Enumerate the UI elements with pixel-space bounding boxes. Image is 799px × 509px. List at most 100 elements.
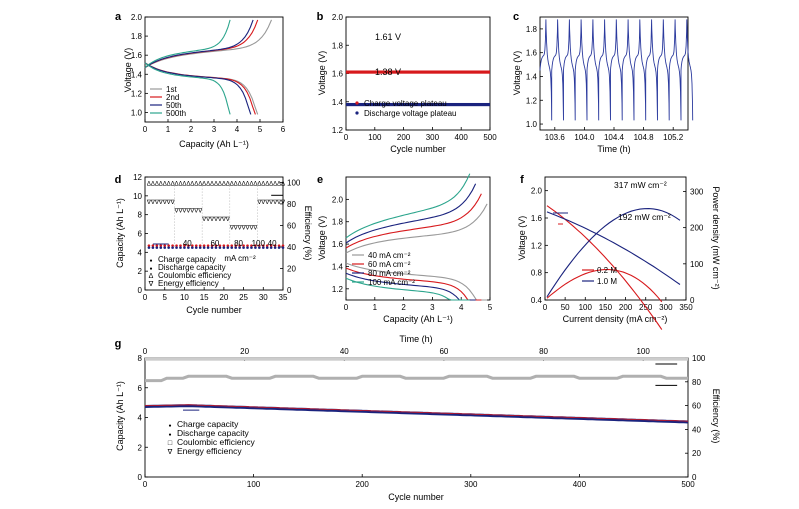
panel-d-discharge-point [171,246,174,249]
panel-d-energy-point: ∇ [162,199,168,206]
panel-d-charge-point [242,244,245,247]
panel-e-discharge-line-1 [345,267,482,301]
panel-d-rate-label: 100 [252,239,266,248]
panel-f-y2label: Power density (mW cm⁻²) [711,186,721,289]
panel-d-legend-label: Energy efficiency [158,279,219,288]
panel-d-discharge-point [206,246,210,249]
panel-d-energy-point: ∇ [245,225,251,232]
panel-d-discharge-point [281,246,285,249]
panel-d-energy-point: ∇ [174,207,180,214]
panel-d-discharge-point [159,246,163,249]
panel-d-charge-point [198,244,202,247]
panel-d-energy-point: ∇ [177,207,183,214]
panel-f-ann-blue: 317 mW cm⁻² [614,180,667,190]
panel-d-energy-point: ∇ [241,225,247,232]
panel-a-x-tick-label: 5 [258,125,263,134]
panel-c-y-tick-label: 1.6 [526,49,538,58]
panel-b-legend-marker [355,101,359,105]
panel-d-coulombic-point: Δ [277,181,281,187]
panel-d-coulombic-point: Δ [238,181,242,187]
panel-d-coulombic-point: Δ [155,181,159,187]
panel-d-charge-point [250,244,253,247]
panel-b-discharge-points [346,102,490,107]
panel-d-charge-point [273,244,277,247]
panel-d-y2-tick-label: 0 [287,286,292,295]
panel-b-x-tick-label: 200 [397,133,411,142]
panel-b-y-tick-label: 2.0 [332,13,344,22]
panel-a-x-tick-label: 4 [235,125,240,134]
panel-d-legend-marker: Δ [149,273,154,280]
panel-g-ylabel: Capacity (Ah L⁻¹) [115,381,125,451]
panel-d-coulombic-point: Δ [269,181,273,187]
panel-d-energy-point: ∇ [154,199,160,206]
panel-a-charge-line-0 [144,19,273,69]
panel-e-discharge-line-0 [345,262,488,301]
panel-d-coulombic-point: Δ [186,181,190,187]
panel-d-charge-point [258,244,261,247]
panel-b-legend-label: Charge voltage plateau [364,99,447,108]
panel-a-y-tick-label: 1.8 [131,32,143,41]
panel-d-discharge-point [179,246,182,249]
panel-e-xlabel: Capacity (Ah L⁻¹) [383,314,453,324]
panel-a-discharge-line-2 [144,62,252,115]
panel-f-ylabel: Voltage (V) [517,216,527,261]
panel-e-legend-label: 100 mA cm⁻² [368,278,415,287]
panel-a-charge-line-3 [144,19,231,69]
panel-b-x-tick-label: 400 [455,133,469,142]
panel-d-charge-point [218,244,222,247]
panel-c-voltage-line [539,19,694,121]
panel-d-coulombic-point: Δ [206,181,210,187]
panel-d-charge-point [281,244,285,247]
panel-f-ann-red: 192 mW cm⁻² [618,212,671,222]
panel-f-x-tick-label: 150 [599,303,613,312]
panel-d-coulombic-point: Δ [182,181,186,187]
panel-d-rate-label: 40 [268,239,277,248]
panel-d-energy-point: ∇ [185,207,191,214]
panel-d-coulombic-point: Δ [198,181,202,187]
panel-g-legend-label: Coulombic efficiency [177,437,256,447]
panel-d-coulombic-point: Δ [273,181,277,187]
panel-g-y2-tick-label: 60 [692,402,701,411]
panel-d-letter: d [115,174,122,186]
panel-d-charge-point [214,244,218,247]
panel-g-legend-label: Charge capacity [177,419,239,429]
panel-d-charge-point [175,244,178,247]
panel-f-x-tick-label: 200 [619,303,633,312]
panel-e-x-tick-label: 3 [430,303,435,312]
panel-d-discharge-point [147,246,151,249]
panel-d-charge-point [206,244,210,247]
panel-b-x-tick-label: 500 [483,133,497,142]
panel-f-legend-label: 1.0 M [597,277,617,286]
panel-d-coulombic-point: Δ [163,181,167,187]
panel-g-legend-marker: □ [168,440,173,447]
panel-d-energy-point: ∇ [209,216,215,223]
panel-g-legend-marker: ● [168,432,171,438]
panel-d-coulombic-point: Δ [167,181,171,187]
panel-d-energy-point: ∇ [280,199,286,206]
panel-f-y2-tick-label: 100 [690,260,704,269]
panel-d-discharge-point [163,246,167,249]
panel-d-energy-point: ∇ [158,199,164,206]
panel-g-discharge-points [144,404,689,424]
panel-a-y-tick-label: 2.0 [131,13,143,22]
panel-d-charge-point [151,244,155,247]
panel-d-discharge-point [155,246,159,249]
panel-d-charge-point [277,244,281,247]
panel-d-discharge-point [234,246,237,249]
panel-b-letter: b [317,11,324,23]
panel-g-y-tick-label: 8 [138,354,143,363]
panel-d-charge-point [265,244,269,247]
panel-a-legend-label: 2nd [166,93,179,102]
panel-d-energy-point: ∇ [217,216,223,223]
panel-a-y-tick-label: 1.4 [131,70,143,79]
panel-d-energy-point: ∇ [170,199,176,206]
panel-d-discharge-point [187,246,190,249]
panel-d-discharge-point [175,246,178,249]
panel-c-x-tick-label: 105.2 [663,133,684,142]
panel-a-y-tick-label: 1.6 [131,51,143,60]
panel-d-discharge-point [230,246,234,249]
panel-d-charge-point [226,244,230,247]
panel-d-discharge-point [214,246,218,249]
panel-e-y-tick-label: 1.4 [332,262,344,271]
panel-d-coulombic-point: Δ [175,181,179,187]
